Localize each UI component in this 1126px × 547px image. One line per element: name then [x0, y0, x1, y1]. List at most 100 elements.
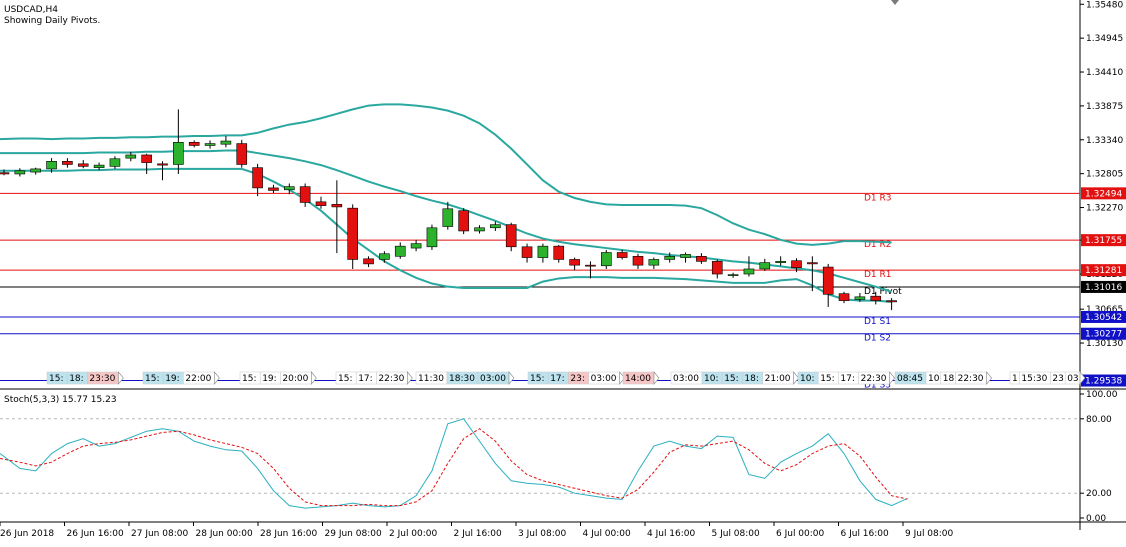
- candle-body: [394, 245, 406, 257]
- candle[interactable]: [616, 249, 628, 260]
- candle[interactable]: [394, 242, 406, 259]
- candle[interactable]: [77, 160, 89, 169]
- candle[interactable]: [347, 204, 359, 269]
- candle[interactable]: [791, 258, 802, 273]
- candle[interactable]: [125, 151, 137, 162]
- candle[interactable]: [585, 261, 596, 279]
- main-pane[interactable]: [0, 0, 1080, 388]
- candle[interactable]: [458, 208, 469, 235]
- candle[interactable]: [807, 256, 818, 292]
- candle[interactable]: [252, 163, 263, 197]
- candle[interactable]: [696, 253, 707, 264]
- candle[interactable]: [759, 258, 771, 271]
- candle[interactable]: [886, 298, 897, 311]
- candle[interactable]: [569, 257, 580, 271]
- candle[interactable]: [521, 243, 533, 263]
- price-tick-label: 1.30130: [1086, 339, 1123, 349]
- candle[interactable]: [600, 249, 612, 269]
- time-tick-label: 9 Jul 08:00: [905, 529, 954, 539]
- candle-body: [125, 154, 137, 159]
- pivot-price-badge: [1081, 327, 1126, 340]
- candle[interactable]: [62, 158, 73, 168]
- candle[interactable]: [711, 259, 723, 279]
- candle[interactable]: [283, 183, 295, 195]
- stochastic-signal-line: [0, 428, 908, 507]
- price-tick-label: 1.35480: [1086, 0, 1123, 10]
- candle[interactable]: [632, 253, 644, 269]
- candle[interactable]: [109, 156, 121, 169]
- candle[interactable]: [474, 225, 485, 234]
- candle[interactable]: [204, 140, 216, 149]
- price-tick-label: 1.33875: [1086, 102, 1123, 112]
- candle-body: [870, 295, 882, 301]
- session-label: 17:: [840, 374, 854, 384]
- candle[interactable]: [14, 168, 26, 177]
- session-label: 22:30: [861, 374, 887, 384]
- candle-body: [77, 163, 89, 167]
- candle[interactable]: [30, 167, 42, 175]
- candle[interactable]: [664, 252, 676, 263]
- session-label: 10:: [704, 374, 718, 384]
- candle[interactable]: [648, 257, 660, 269]
- candle-body: [807, 262, 818, 265]
- candle-body: [600, 252, 612, 267]
- time-tick-label: 6 Jul 00:00: [776, 529, 825, 539]
- candle-body: [109, 158, 121, 167]
- stochastic-pane[interactable]: [0, 390, 1080, 522]
- candle[interactable]: [46, 158, 57, 173]
- candle[interactable]: [410, 239, 422, 252]
- candle[interactable]: [442, 201, 454, 230]
- candle[interactable]: [680, 252, 691, 263]
- candle[interactable]: [93, 162, 105, 171]
- candle[interactable]: [838, 291, 850, 304]
- candle[interactable]: [537, 243, 549, 263]
- candle[interactable]: [727, 272, 739, 278]
- candle[interactable]: [0, 169, 10, 176]
- pivot-price-label: 1.31755: [1085, 236, 1122, 246]
- candle[interactable]: [870, 291, 882, 305]
- session-arrow-icon: [619, 371, 625, 385]
- candle-body: [379, 253, 390, 260]
- candle-body: [616, 252, 628, 258]
- candle[interactable]: [236, 139, 248, 168]
- candle[interactable]: [141, 153, 152, 174]
- session-label: 15:30: [1021, 374, 1047, 384]
- candle-body: [93, 164, 105, 168]
- session-label: 15:: [49, 374, 63, 384]
- candle[interactable]: [268, 184, 279, 193]
- pivot-price-badge: [1081, 310, 1126, 323]
- price-tick-label: 1.30665: [1086, 305, 1123, 315]
- candle[interactable]: [363, 256, 374, 268]
- candle[interactable]: [157, 161, 168, 181]
- bollinger-upper-band: [0, 103, 892, 246]
- pivot-price-badge: [1081, 187, 1126, 200]
- candle[interactable]: [173, 109, 184, 174]
- session-label: 03:00: [591, 374, 617, 384]
- stochastic-title: Stoch(5,3,3) 15.77 15.23: [4, 395, 117, 405]
- candle[interactable]: [426, 224, 438, 250]
- candle[interactable]: [490, 221, 501, 231]
- candle[interactable]: [379, 251, 390, 263]
- candle[interactable]: [188, 140, 200, 148]
- candle[interactable]: [553, 244, 565, 263]
- pivot-line-label: D1 S2: [864, 334, 891, 344]
- candle[interactable]: [775, 256, 786, 266]
- session-arrow-icon: [793, 371, 799, 385]
- pivot-price-badge: [1081, 374, 1126, 387]
- candle-body: [188, 142, 200, 146]
- candle[interactable]: [220, 135, 232, 148]
- candle-body: [553, 245, 565, 260]
- candle[interactable]: [854, 293, 866, 302]
- candle-body: [30, 168, 42, 173]
- candle-body: [252, 167, 263, 189]
- pivot-line-label: D1 S1: [864, 317, 891, 327]
- candle[interactable]: [743, 256, 755, 277]
- candle[interactable]: [299, 183, 311, 207]
- candle[interactable]: [331, 180, 343, 254]
- stochastic-tick-label: 100.00: [1086, 390, 1118, 400]
- candle[interactable]: [315, 196, 327, 209]
- chart-shift-marker-icon[interactable]: [891, 0, 899, 5]
- candle-body: [743, 268, 755, 275]
- candle[interactable]: [822, 263, 834, 307]
- candle[interactable]: [505, 222, 517, 252]
